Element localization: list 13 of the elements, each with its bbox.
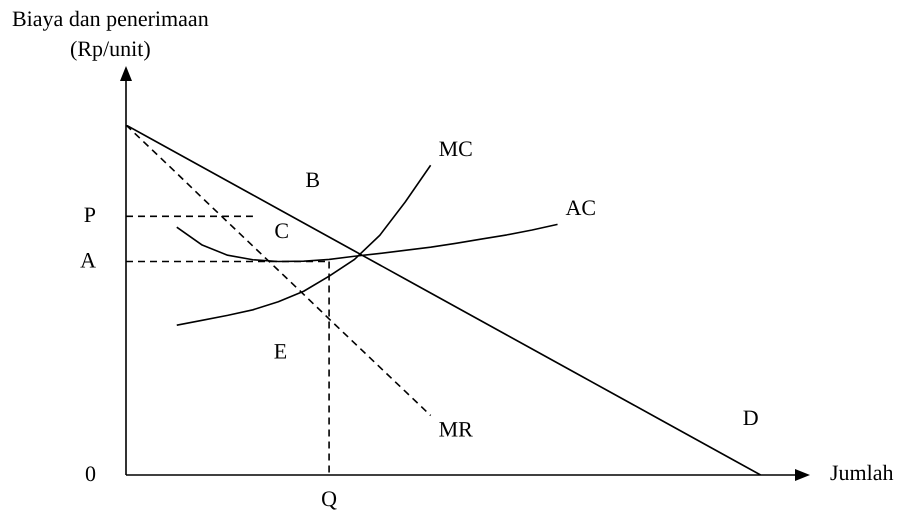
annotation: B (305, 166, 320, 192)
y-axis-title: Biaya dan penerimaan (Rp/unit) (12, 5, 209, 63)
text: 0 (85, 460, 96, 486)
series-label: MR (438, 416, 474, 442)
annotation: E (274, 338, 288, 364)
annotation: C (274, 218, 290, 243)
series-label: D (742, 404, 759, 430)
series-label: MC (438, 136, 473, 162)
text: Q (321, 486, 338, 511)
x-axis-title: Jumlah (830, 460, 894, 486)
series-label: AC (566, 195, 596, 220)
text: P (84, 202, 96, 228)
text: A (80, 247, 96, 272)
